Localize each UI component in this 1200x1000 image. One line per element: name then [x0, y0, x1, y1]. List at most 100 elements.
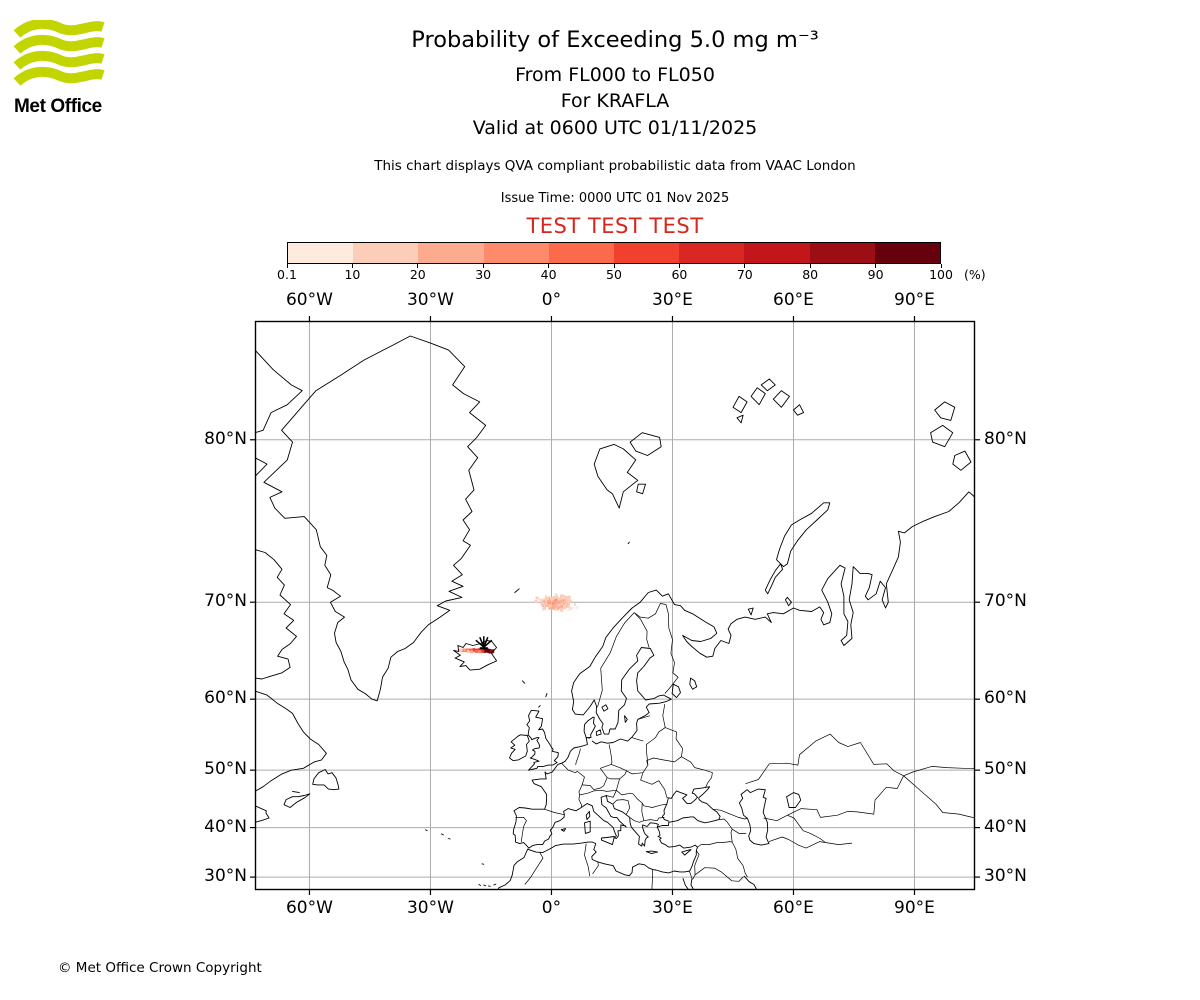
map-frame — [254, 320, 976, 891]
colorbar-tick — [613, 264, 615, 268]
ash-cell — [563, 598, 566, 601]
colorbar-segment-8 — [809, 243, 875, 263]
ash-cell — [544, 602, 547, 605]
colorbar-segment-2 — [418, 243, 484, 263]
border-tn-ly — [592, 861, 599, 875]
border-dk-de — [586, 737, 590, 739]
colorbar-tick — [678, 264, 680, 268]
border-ru-kz — [745, 733, 904, 785]
coastline-pei — [292, 790, 300, 794]
border-uz-tm-af — [787, 814, 826, 843]
coastline-azores-3 — [447, 838, 451, 840]
x-axis-label-bottom-4: 60°E — [773, 898, 814, 918]
coastline-gotland — [624, 715, 628, 723]
coastline-bear-island — [627, 541, 630, 545]
ash-cell — [540, 599, 543, 602]
ash-cell — [543, 600, 546, 604]
ash-cell — [542, 598, 545, 601]
y-axis-label-left-3: 50°N — [204, 759, 247, 780]
coastline-ireland — [509, 734, 530, 762]
ash-cell — [540, 602, 544, 606]
ash-cell — [549, 598, 551, 601]
x-axis-label-top-5: 90°E — [894, 290, 935, 310]
map-inner — [255, 321, 975, 890]
coastline-aegean-turkey-africa — [497, 826, 698, 890]
ash-cell — [558, 600, 562, 604]
border-at-hu — [616, 778, 620, 791]
colorbar-tick — [940, 264, 942, 268]
coastline-edgeoya — [636, 483, 646, 495]
ash-cell — [561, 601, 564, 604]
coastline-ellesmere — [255, 349, 303, 434]
met-office-logo-text: Met Office — [14, 96, 102, 117]
ash-cell — [563, 599, 566, 603]
coastline-kolguyev — [747, 607, 754, 616]
coastline-franz-josef-6 — [736, 414, 744, 424]
ash-cell — [555, 600, 559, 604]
coastline-spitsbergen — [593, 443, 639, 509]
coastline-norway-russia-siberia — [571, 491, 975, 716]
border-pl-de — [608, 744, 613, 765]
border-caucasus-ru — [712, 808, 748, 820]
ash-cell — [542, 606, 546, 610]
y-axis-label-left-1: 70°N — [204, 591, 247, 612]
border-fi-no — [633, 603, 667, 619]
ash-cell — [535, 596, 539, 600]
coastline-sardinia — [584, 820, 591, 834]
colorbar-unit-label: (%) — [964, 267, 986, 282]
y-axis-label-left-4: 40°N — [204, 816, 247, 837]
border-pt-es — [515, 817, 527, 843]
ash-cell — [567, 605, 570, 607]
ash-cell — [557, 597, 561, 601]
colorbar-tick-label-7: 70 — [736, 267, 753, 282]
ash-cell — [568, 606, 571, 609]
ash-cell — [564, 596, 567, 599]
x-axis-label-top-0: 60°W — [285, 290, 333, 310]
colorbar-tick-label-5: 50 — [606, 267, 622, 282]
colorbar-tick — [286, 264, 288, 268]
volcano-marker-icon — [475, 636, 493, 650]
ash-cell — [563, 601, 566, 604]
border-fi-ru — [664, 604, 679, 694]
colorbar-segment-4 — [548, 243, 615, 263]
colorbar-tick-label-3: 30 — [475, 267, 492, 282]
ash-cell — [544, 595, 547, 598]
coastline-great-britain — [526, 709, 559, 771]
ash-cell — [548, 601, 551, 603]
border-fr-it-ch — [578, 784, 583, 808]
coastline-novaya-zemlya-north — [776, 502, 831, 568]
coastline-us-northeast — [255, 805, 270, 823]
x-axis-label-bottom-0: 60°W — [285, 898, 333, 918]
coastline-baltic — [591, 647, 672, 745]
y-axis-label-left-0: 80°N — [204, 428, 247, 449]
ash-cell — [554, 607, 558, 611]
ash-cell — [562, 605, 566, 609]
ash-cell — [562, 594, 565, 597]
ash-cell — [472, 648, 476, 652]
ash-cell — [462, 648, 466, 652]
coastline-franz-josef-4 — [760, 378, 776, 392]
page-title: Probability of Exceeding 5.0 mg m⁻³ — [411, 27, 819, 53]
coastline-devon — [255, 457, 268, 477]
ash-cell — [556, 595, 559, 598]
ash-cell — [572, 606, 575, 609]
coastline-sinai-red-sea — [682, 878, 689, 890]
x-axis-label-top-3: 30°E — [652, 290, 693, 310]
ash-cell — [461, 649, 465, 653]
ash-cell — [466, 650, 470, 654]
issue-time: Issue Time: 0000 UTC 01 Nov 2025 — [500, 191, 730, 206]
coastline-severnaya-1 — [934, 401, 956, 421]
border-cn-kz-mn — [903, 775, 975, 819]
ash-cell — [553, 600, 556, 603]
met-office-waves-icon — [13, 18, 105, 86]
coastline-quebec-labrador — [255, 690, 327, 792]
border-gr-al-mk — [629, 817, 644, 823]
border-si-hr — [606, 790, 617, 798]
ash-cell — [552, 602, 555, 605]
border-tr-sy-iq — [697, 841, 733, 848]
ash-cell — [567, 607, 571, 611]
ash-cell — [466, 648, 469, 652]
y-axis-label-right-0: 80°N — [984, 428, 1027, 449]
colorbar-tick-label-0: 0.1 — [277, 267, 297, 282]
